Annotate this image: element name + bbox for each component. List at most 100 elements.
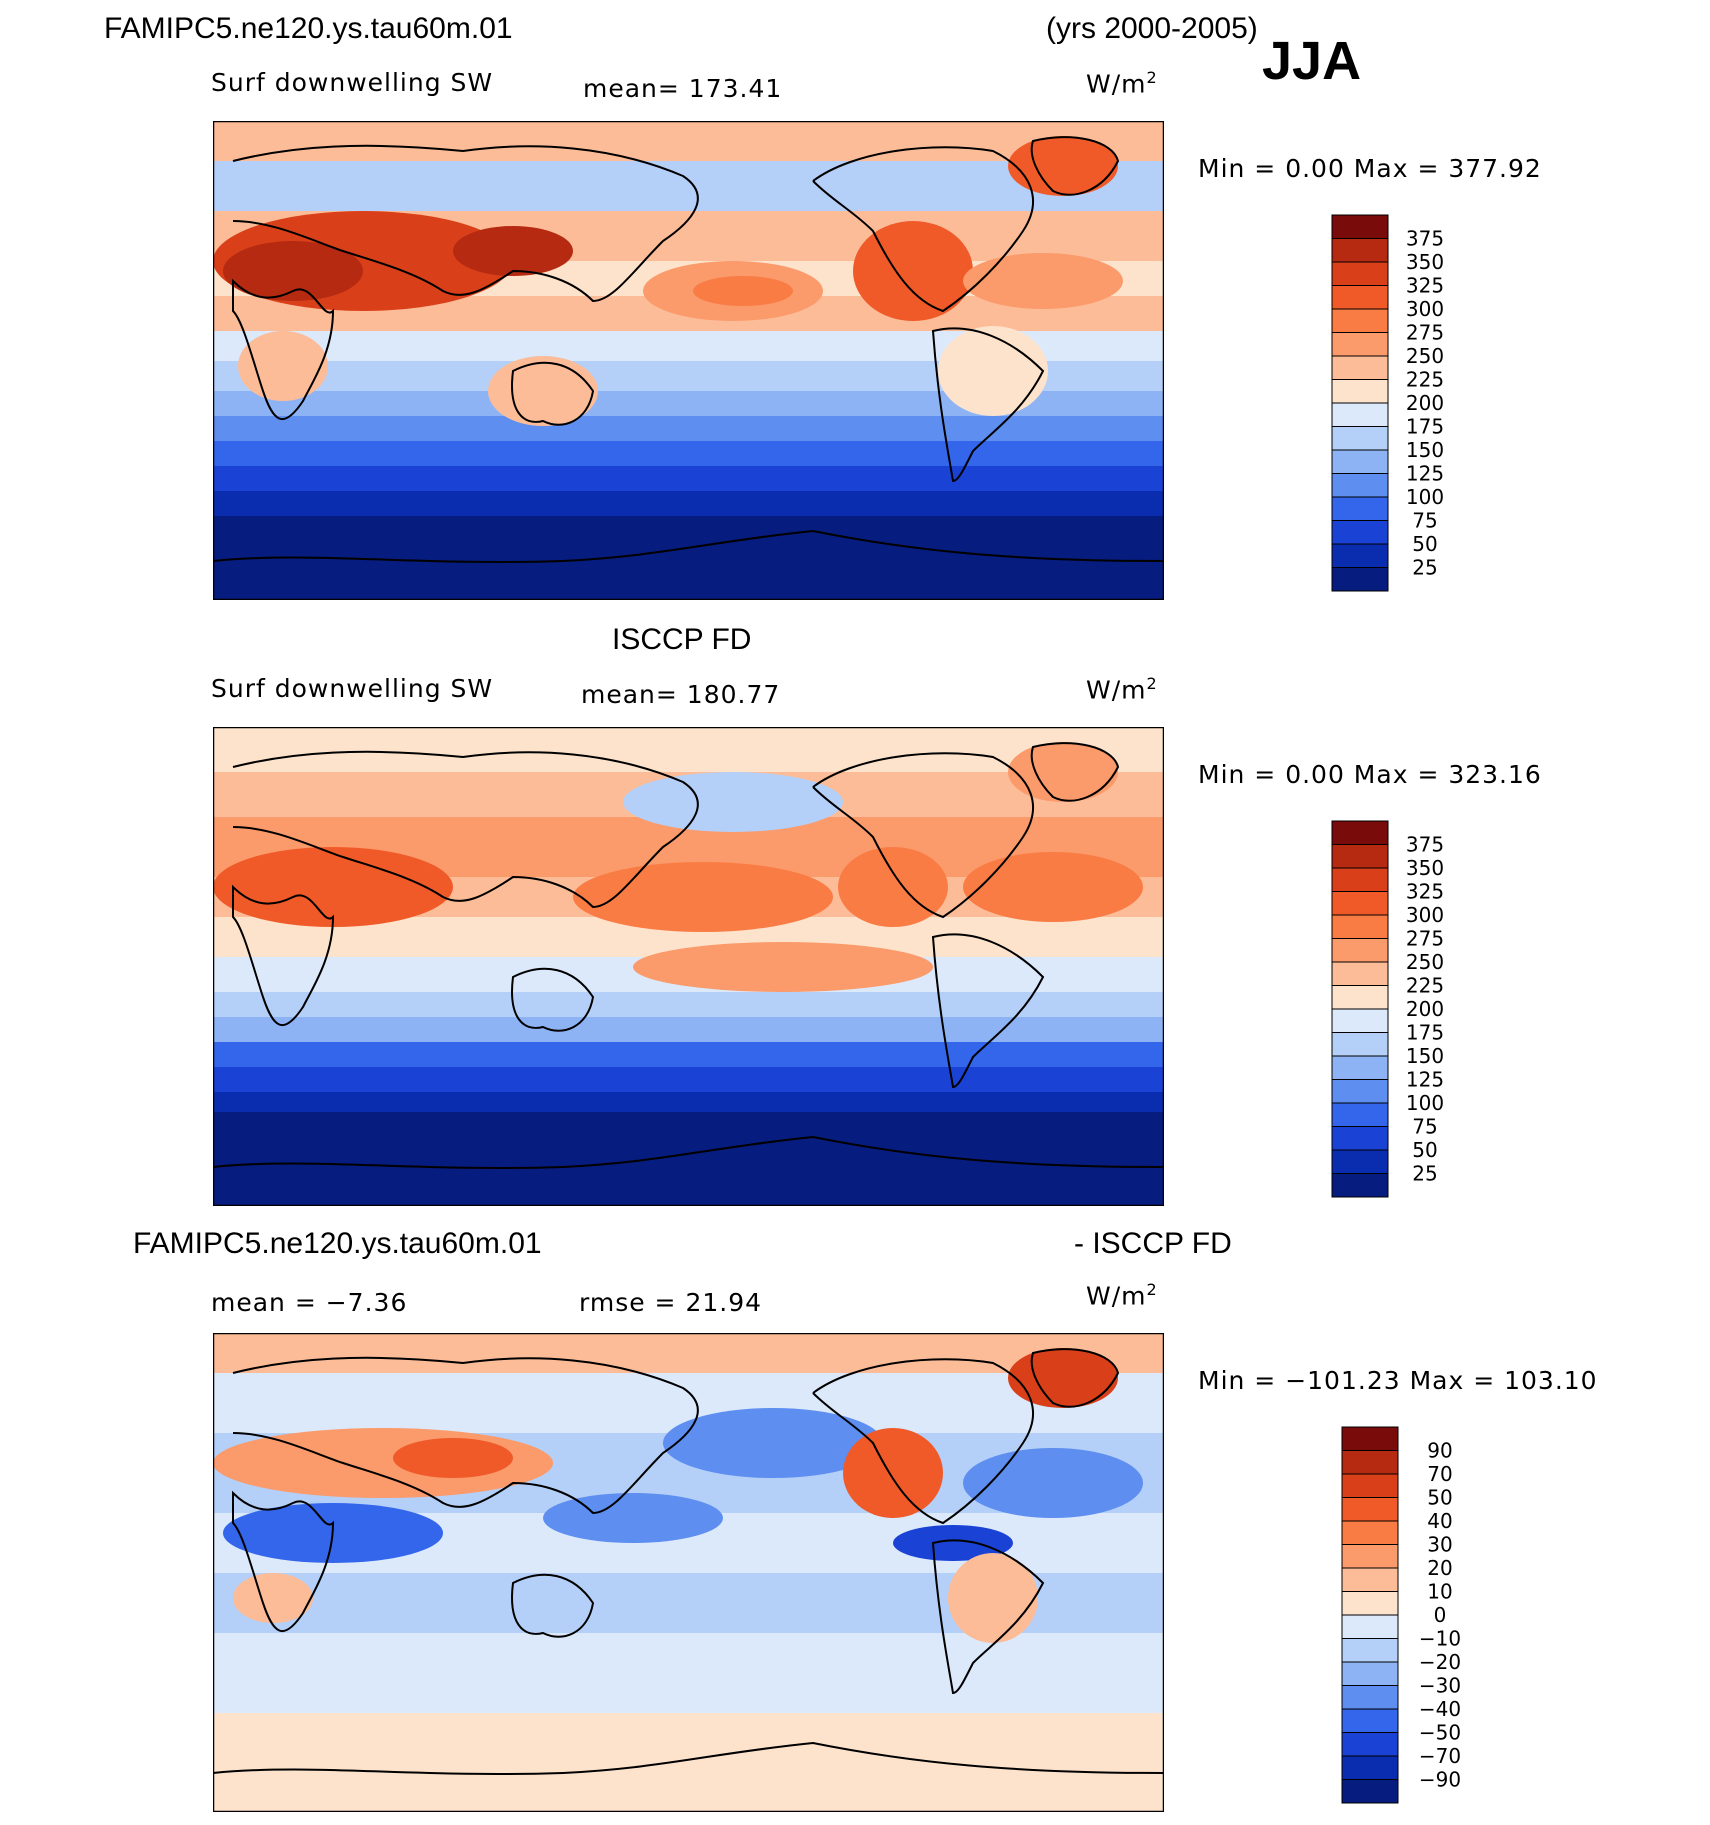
colorbar-swatch bbox=[1331, 261, 1389, 286]
band bbox=[213, 1633, 1164, 1713]
pacific-core bbox=[693, 276, 793, 306]
colorbar-swatch bbox=[1331, 1055, 1389, 1080]
north-america-positive bbox=[843, 1428, 943, 1518]
panel1-mean: mean= 173.41 bbox=[583, 74, 783, 103]
colorbar-label: −10 bbox=[1419, 1627, 1461, 1651]
colorbar-label: 75 bbox=[1412, 509, 1437, 533]
colorbar-swatch bbox=[1331, 214, 1389, 239]
colorbar-label: 30 bbox=[1427, 1533, 1452, 1557]
panel1-minmax: Min = 0.00 Max = 377.92 bbox=[1198, 154, 1542, 183]
colorbar-label: 125 bbox=[1406, 1068, 1444, 1092]
band bbox=[213, 1017, 1164, 1042]
colorbar-swatch bbox=[1331, 820, 1389, 845]
colorbar-label: 50 bbox=[1427, 1486, 1452, 1510]
band bbox=[213, 1067, 1164, 1092]
band bbox=[213, 466, 1164, 491]
colorbar-swatch bbox=[1341, 1591, 1399, 1616]
colorbar-label: 200 bbox=[1406, 391, 1444, 415]
colorbar-swatch bbox=[1331, 1008, 1389, 1033]
colorbar-label: −90 bbox=[1419, 1768, 1461, 1792]
colorbar-label: 225 bbox=[1406, 974, 1444, 998]
colorbar-swatch bbox=[1331, 308, 1389, 333]
africa-south bbox=[233, 1573, 313, 1623]
colorbar-swatch bbox=[1331, 426, 1389, 451]
band bbox=[213, 416, 1164, 441]
colorbar-swatch bbox=[1341, 1497, 1399, 1522]
north-america-high bbox=[853, 221, 973, 321]
colorbar-swatch bbox=[1331, 355, 1389, 380]
colorbar-label: 75 bbox=[1412, 1115, 1437, 1139]
colorbar-swatch bbox=[1341, 1614, 1399, 1639]
sahara-core bbox=[223, 241, 363, 301]
colorbar-label: 250 bbox=[1406, 950, 1444, 974]
coastline-africa bbox=[232, 1490, 335, 1633]
panel3-map bbox=[213, 1333, 1164, 1812]
colorbar-swatch bbox=[1341, 1661, 1399, 1686]
panel1-map bbox=[213, 121, 1164, 600]
band bbox=[213, 491, 1164, 516]
west-pacific-negative bbox=[543, 1493, 723, 1543]
season-label: JJA bbox=[1262, 31, 1362, 91]
greenland-positive bbox=[1008, 1348, 1118, 1408]
colorbar-label: 175 bbox=[1406, 1021, 1444, 1045]
colorbar-label: 225 bbox=[1406, 368, 1444, 392]
panel1-features bbox=[213, 136, 1123, 426]
colorbar-swatch bbox=[1341, 1779, 1399, 1804]
colorbar-label: 20 bbox=[1427, 1556, 1452, 1580]
colorbar-swatches bbox=[1341, 1426, 1399, 1804]
colorbar-swatch bbox=[1331, 238, 1389, 263]
coastline-antarctica bbox=[213, 529, 1164, 564]
band bbox=[213, 516, 1164, 600]
colorbar-label: −20 bbox=[1419, 1650, 1461, 1674]
colorbar-label: 150 bbox=[1406, 1044, 1444, 1068]
colorbar-swatch bbox=[1341, 1473, 1399, 1498]
colorbar-swatch bbox=[1341, 1732, 1399, 1757]
colorbar-swatch bbox=[1331, 867, 1389, 892]
colorbar-label: −40 bbox=[1419, 1697, 1461, 1721]
panel3-units: W/m2 bbox=[1086, 1280, 1158, 1311]
panel3-minmax: Min = −101.23 Max = 103.10 bbox=[1198, 1366, 1598, 1395]
panel1-colorbar: 3753503253002752502252001751501251007550… bbox=[1331, 214, 1444, 592]
tibet-high bbox=[453, 226, 573, 276]
colorbar-label: 125 bbox=[1406, 462, 1444, 486]
panel2-coastlines bbox=[213, 742, 1164, 1170]
colorbar-swatch bbox=[1331, 449, 1389, 474]
panel3-mean: mean = −7.36 bbox=[211, 1288, 408, 1317]
colorbar-label: 70 bbox=[1427, 1462, 1452, 1486]
colorbar-swatch bbox=[1331, 961, 1389, 986]
panel2-features bbox=[213, 742, 1143, 992]
colorbar-swatch bbox=[1331, 473, 1389, 498]
colorbar-swatch bbox=[1341, 1685, 1399, 1710]
coastline-north-america bbox=[812, 146, 1034, 313]
coastline-north-america bbox=[812, 1358, 1034, 1525]
colorbar-labels: 3753503253002752502252001751501251007550… bbox=[1406, 227, 1444, 580]
colorbar-swatch bbox=[1341, 1638, 1399, 1663]
coastline-greenland bbox=[1030, 742, 1120, 802]
colorbar-labels: 3753503253002752502252001751501251007550… bbox=[1406, 833, 1444, 1186]
panel2-map bbox=[213, 727, 1164, 1206]
south-america bbox=[938, 326, 1048, 416]
coastline-australia bbox=[511, 1573, 595, 1638]
colorbar-label: 300 bbox=[1406, 903, 1444, 927]
north-pacific-negative bbox=[663, 1408, 883, 1478]
coastline-australia bbox=[511, 967, 595, 1032]
colorbar-swatch bbox=[1331, 520, 1389, 545]
band bbox=[213, 1333, 1164, 1373]
coastline-eurasia bbox=[232, 144, 699, 303]
panel3-title-left: FAMIPC5.ne120.ys.tau60m.01 bbox=[133, 1227, 542, 1260]
colorbar-label: 275 bbox=[1406, 927, 1444, 951]
band bbox=[213, 121, 1164, 161]
colorbar-label: 90 bbox=[1427, 1439, 1452, 1463]
greenland bbox=[1008, 742, 1118, 802]
colorbar-swatch bbox=[1331, 844, 1389, 869]
atlantic-high bbox=[963, 253, 1123, 309]
band bbox=[213, 161, 1164, 211]
colorbar-swatch bbox=[1341, 1755, 1399, 1780]
colorbar-label: 10 bbox=[1427, 1580, 1452, 1604]
panel2-minmax: Min = 0.00 Max = 323.16 bbox=[1198, 760, 1542, 789]
colorbar-swatch bbox=[1331, 402, 1389, 427]
coastline-africa bbox=[232, 884, 335, 1027]
panel1-frame bbox=[213, 121, 1164, 600]
colorbar-label: 175 bbox=[1406, 415, 1444, 439]
